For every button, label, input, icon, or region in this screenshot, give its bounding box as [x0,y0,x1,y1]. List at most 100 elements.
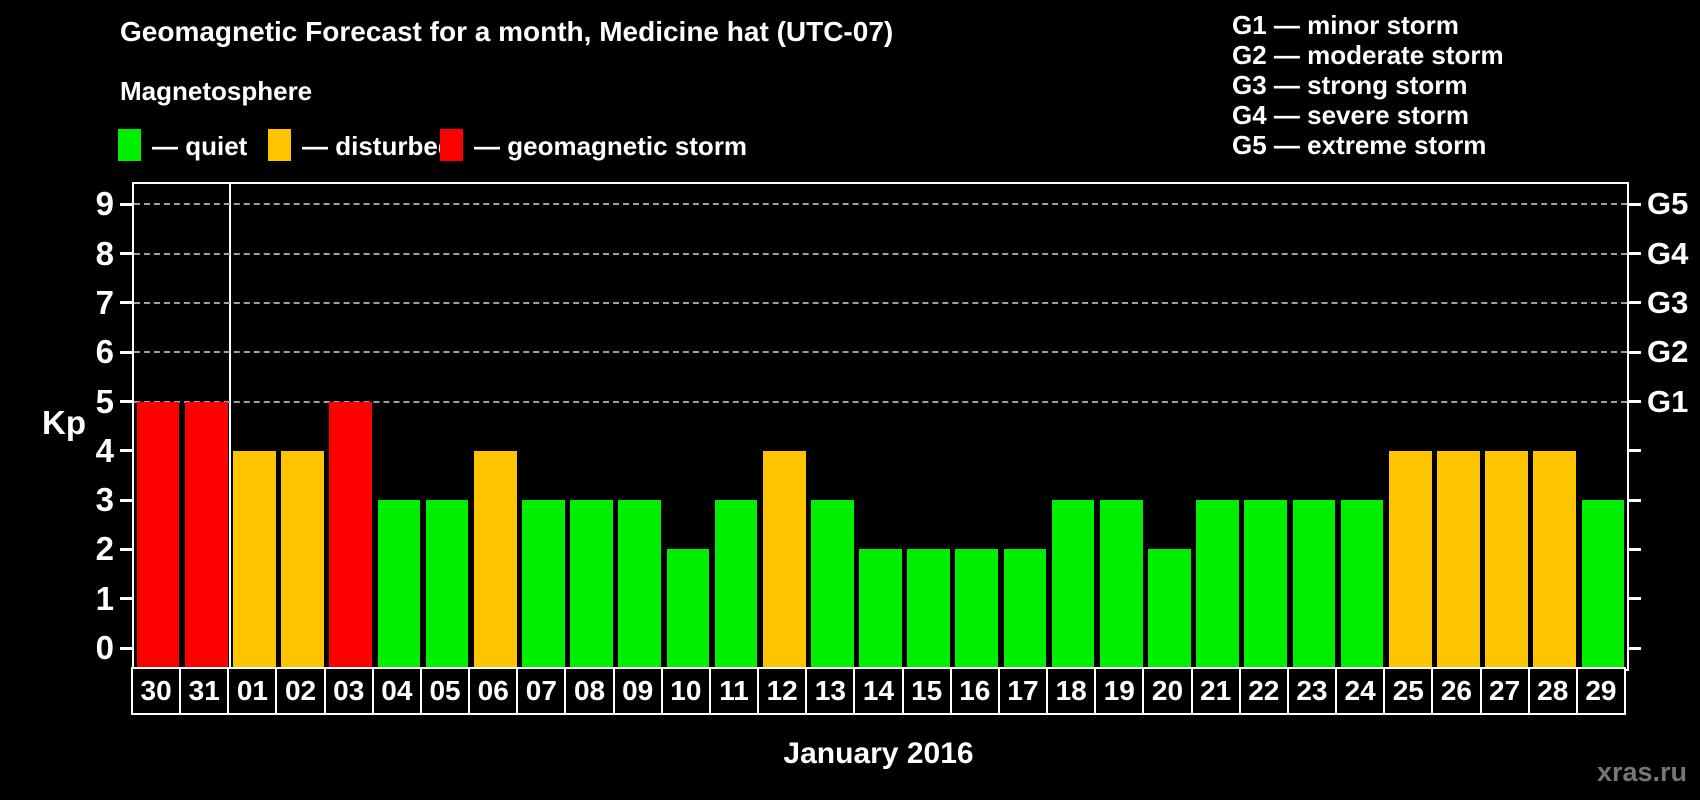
bar-day-23 [1292,500,1336,669]
g-axis-label-g3: G3 [1647,284,1689,320]
day-label-20: 20 [1142,667,1193,715]
bar-day-07 [522,500,565,669]
g-axis-label-g1: G1 [1647,383,1689,419]
bar-day-03 [329,401,373,669]
day-label-22: 22 [1238,667,1289,715]
bar-day-19 [1099,500,1143,669]
bar-day-13 [811,500,854,669]
y-axis-tick-right-2 [1627,547,1641,551]
day-label-03: 03 [323,667,374,715]
legend-label-storm: — geomagnetic storm [474,131,748,161]
day-label-06: 06 [468,667,519,715]
bar-day-12 [762,450,806,669]
y-axis-label-6: 6 [95,333,114,371]
watermark: xras.ru [1596,757,1687,787]
y-axis-tick-right-6 [1627,350,1641,354]
day-label-13: 13 [805,667,856,715]
bar-day-20 [1148,549,1191,669]
bar-day-14 [859,549,902,669]
bar-day-21 [1196,500,1239,669]
y-axis-tick-right-8 [1627,252,1641,256]
y-axis-label-7: 7 [95,283,114,321]
day-label-09: 09 [612,667,663,715]
legend-label-quiet: — quiet [152,131,248,161]
y-axis-tick-left-5 [120,400,134,403]
y-axis-tick-left-2 [120,547,134,551]
bar-day-22 [1244,500,1288,669]
bar-day-06 [473,450,517,669]
y-axis-tick-right-4 [1627,449,1641,453]
day-label-28: 28 [1527,667,1578,715]
day-label-10: 10 [660,667,711,715]
g-legend-item-g3: G3 — strong storm [1232,70,1468,100]
y-axis-tick-right-7 [1627,301,1641,305]
gridline-kp7 [134,301,1627,304]
day-label-15: 15 [901,667,952,715]
day-label-27: 27 [1479,667,1530,715]
bar-day-05 [425,500,469,669]
day-label-17: 17 [997,667,1049,715]
bar-day-01 [233,450,276,669]
legend-label-disturbed: — disturbed [302,131,454,161]
disturbed-color-swatch [268,129,291,161]
bar-day-04 [377,500,421,669]
y-axis-tick-right-3 [1627,498,1641,502]
gridline-kp6 [134,351,1627,354]
y-axis-label-2: 2 [95,530,114,568]
day-label-18: 18 [1046,667,1097,715]
y-axis-tick-right-5 [1627,400,1641,403]
bar-day-24 [1340,500,1384,669]
day-label-07: 07 [516,667,567,715]
y-axis-tick-left-6 [120,350,134,354]
y-axis-tick-left-0 [120,646,134,650]
gridline-kp5 [134,400,1627,403]
g-legend-item-g2: G2 — moderate storm [1232,40,1504,70]
g-axis-label-g4: G4 [1647,235,1689,271]
y-axis-tick-left-9 [120,202,134,206]
day-label-12: 12 [757,667,808,715]
day-label-05: 05 [419,667,471,715]
y-axis-label-9: 9 [95,185,114,223]
day-label-23: 23 [1286,667,1338,715]
bar-day-11 [714,500,758,669]
bar-day-16 [955,549,999,669]
day-label-24: 24 [1335,667,1386,715]
day-label-11: 11 [708,667,760,715]
y-axis-label-1: 1 [95,579,114,617]
bar-day-29 [1581,500,1625,669]
y-axis-tick-left-7 [120,301,134,305]
g-legend-item-g1: G1 — minor storm [1232,10,1459,40]
bar-day-31 [184,401,228,669]
plot-area: Kp 0 1 2 3 4 5 6 7 8 9 G1 G2 G3 G4 G5 [42,182,1688,671]
y-axis-label-3: 3 [95,481,114,519]
day-label-08: 08 [564,667,615,715]
y-axis-tick-left-8 [120,252,134,256]
bar-day-27 [1485,450,1528,669]
bar-day-10 [666,549,710,669]
x-axis-day-labels: 30 31 01 02 03 04 05 06 07 08 09 10 11 12 13 14 15 16 17 18… [131,667,1626,715]
bar-day-18 [1051,500,1095,669]
g-axis-label-g5: G5 [1647,186,1689,222]
y-axis-title: Kp [42,404,86,442]
x-axis-title: January 2016 [783,737,974,770]
bar-day-08 [570,500,613,669]
y-axis-label-4: 4 [95,431,114,469]
y-axis-label-0: 0 [95,629,114,666]
y-axis-tick-left-3 [120,498,134,502]
day-label-21: 21 [1190,667,1241,715]
day-label-19: 19 [1094,667,1145,715]
day-label-25: 25 [1383,667,1434,715]
day-label-29: 29 [1575,667,1626,715]
month-divider-line [229,184,232,669]
day-label-01: 01 [227,667,278,715]
status-legend: — quiet — disturbed — geomagnetic storm [0,126,1100,166]
y-axis-label-5: 5 [95,382,114,420]
y-axis-tick-right-9 [1627,202,1641,206]
bar-day-17 [1003,549,1047,669]
g-scale-legend: G1 — minor storm G2 — moderate storm G3 … [1232,10,1504,160]
bar-day-28 [1533,450,1577,669]
day-label-31: 31 [179,667,230,715]
chart-title: Geomagnetic Forecast for a month, Medici… [120,16,894,47]
magnetosphere-label: Magnetosphere [120,76,313,106]
